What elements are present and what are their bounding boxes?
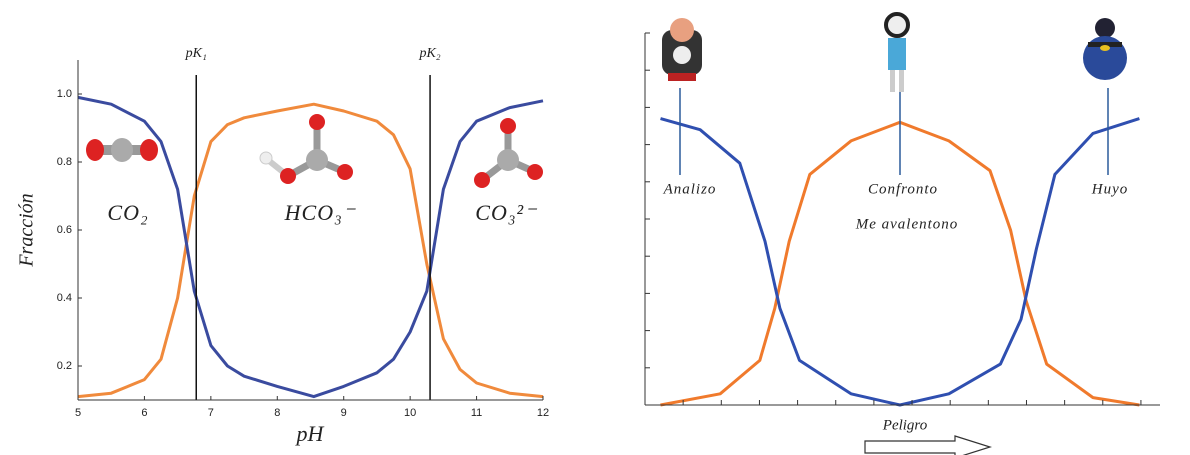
pk-label: pK₁	[185, 46, 207, 61]
x-tick-label: 6	[141, 407, 147, 419]
arrow	[865, 436, 990, 455]
co3-molecule	[474, 118, 543, 188]
annotation: CO₃²⁻	[475, 200, 538, 225]
y-tick-label: 0.6	[57, 224, 72, 236]
hco3-molecule	[260, 114, 353, 184]
annotation: HCO₃⁻	[284, 200, 357, 225]
x-tick-label: 10	[404, 407, 416, 419]
y-tick-label: 0.4	[57, 292, 72, 304]
y-tick-label: 0.8	[57, 156, 72, 168]
annotation: Analizo	[663, 181, 717, 197]
character-analizo	[662, 18, 702, 81]
annotation: Me avalentono	[855, 216, 959, 232]
x-tick-label: 8	[274, 407, 280, 419]
x-tick-label: 12	[537, 407, 549, 419]
character-confronto	[886, 14, 908, 92]
x-axis-label: Peligro	[882, 417, 928, 433]
figure: Peligro Huyo Me avalentono Confronto Analizo…	[0, 0, 1190, 455]
character-huyo	[1083, 18, 1127, 80]
y-tick-label: 1.0	[57, 88, 72, 100]
y-axis-label: Fracción	[16, 193, 38, 267]
co2-molecule	[86, 138, 158, 162]
y-tick-label: 0.2	[57, 360, 72, 372]
x-tick-label: 9	[341, 407, 347, 419]
x-tick-label: 7	[208, 407, 214, 419]
x-axis-label: pH	[295, 421, 325, 446]
annotation: CO₂	[107, 200, 148, 225]
x-tick-label: 5	[75, 407, 81, 419]
x-tick-label: 11	[471, 407, 482, 419]
pk-label: pK₂	[418, 46, 440, 61]
annotation: Confronto	[868, 181, 938, 197]
annotation: Huyo	[1091, 181, 1129, 197]
